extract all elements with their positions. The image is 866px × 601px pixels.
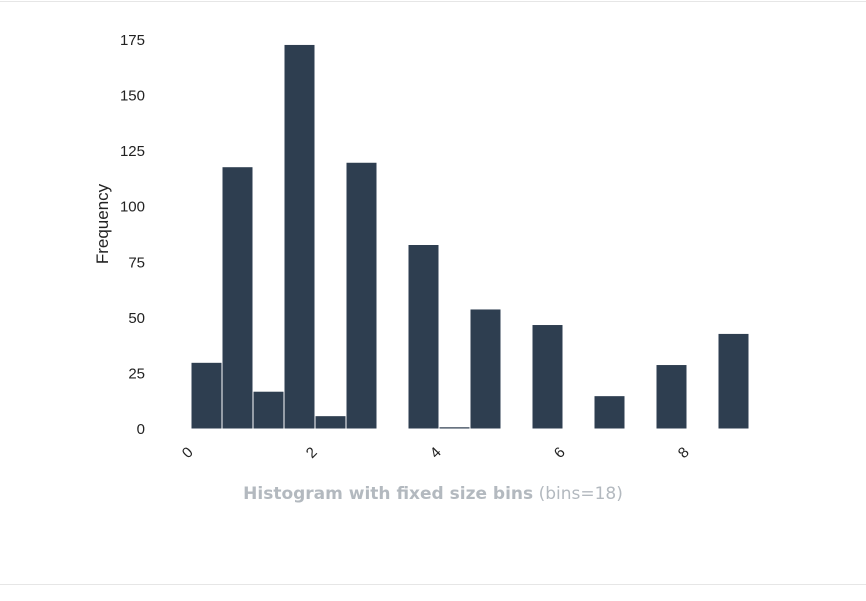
x-axis-ticks: 0 2 4 6 8 [179,444,693,462]
x-tick-label: 8 [675,444,693,462]
top-divider [0,1,866,2]
histogram-bar [407,244,440,430]
histogram-bar [438,426,471,430]
y-tick-label: 25 [128,365,145,382]
histogram-bar [345,161,378,430]
y-tick-label: 75 [128,254,145,271]
histogram-bar [717,332,750,430]
caption-note: (bins=18) [538,484,623,504]
histogram-bar [531,324,564,430]
y-tick-label: 125 [120,143,145,160]
histogram-bar [190,361,223,430]
x-tick-label: 0 [179,444,197,462]
histogram-bar [469,308,502,430]
bottom-divider [0,584,866,585]
chart-caption: Histogram with fixed size bins (bins=18) [0,484,866,504]
caption-title: Histogram with fixed size bins [243,484,534,504]
histogram-bar [221,166,254,430]
histogram-bar [283,43,316,430]
histogram-bar [655,364,688,430]
bars-layer [190,43,750,430]
y-tick-label: 100 [120,199,145,216]
x-tick-label: 4 [427,444,445,462]
histogram-bar [593,395,626,430]
y-axis-label: Frequency [93,183,112,264]
histogram-bar [252,390,285,430]
y-tick-label: 175 [120,32,145,49]
histogram-bar [314,415,347,430]
x-tick-label: 2 [303,444,321,462]
x-tick-label: 6 [551,444,569,462]
y-axis-ticks: 0 25 50 75 100 125 150 175 [120,32,145,438]
y-tick-label: 0 [137,421,145,438]
y-tick-label: 150 [120,88,145,105]
y-tick-label: 50 [128,310,145,327]
